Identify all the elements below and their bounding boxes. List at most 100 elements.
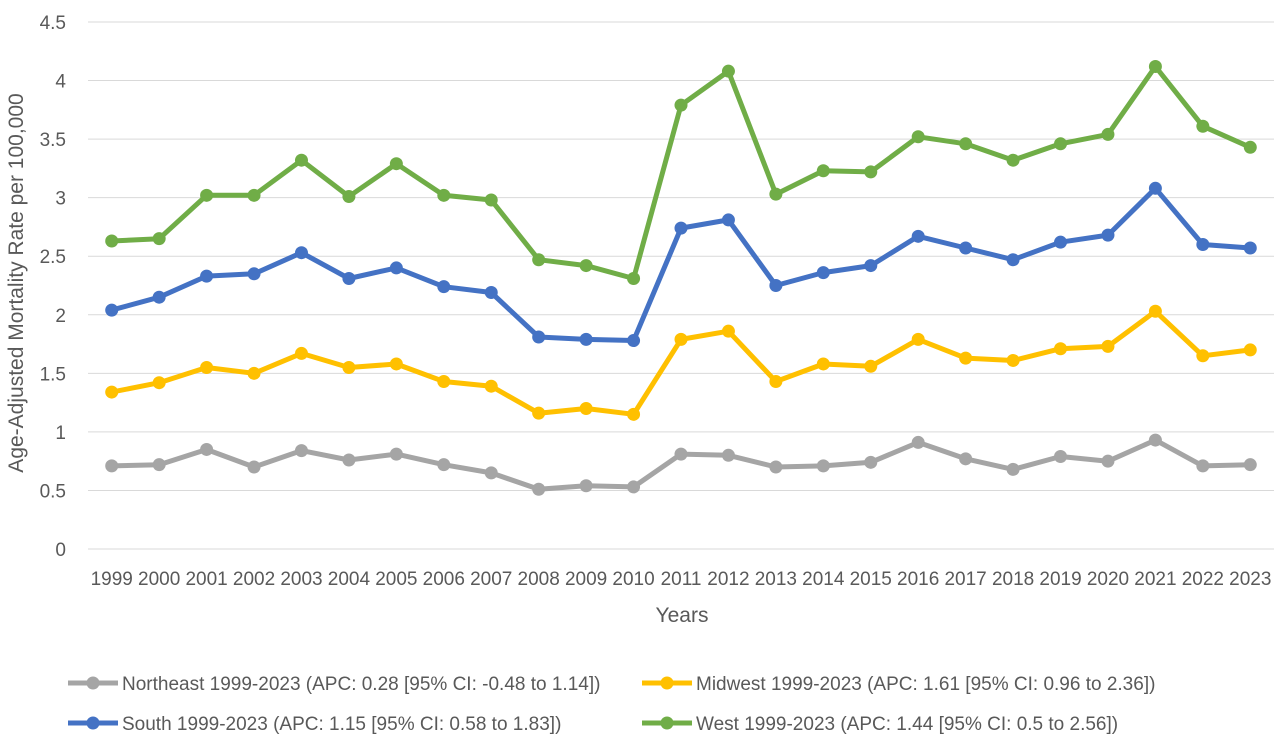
data-point [674,221,688,235]
data-point [484,466,498,480]
data-point [437,280,451,294]
data-point [579,259,593,273]
data-point [247,267,261,281]
data-point [105,385,119,399]
y-tick-label: 1.5 [40,364,66,385]
data-point [1196,238,1210,252]
y-tick-label: 0 [55,540,66,561]
x-tick-label: 2020 [1087,569,1129,590]
data-point [1196,119,1210,133]
y-tick-label: 3 [55,189,66,210]
y-tick-label: 3.5 [40,130,66,151]
data-point [342,189,356,203]
x-axis-tick-labels: 1999 2000 2001 2002 2003 2004 2005 2006 2007 2008… [91,569,1272,590]
data-point [389,447,403,461]
data-point [437,458,451,472]
legend-marker [86,716,100,730]
legend-label: South 1999-2023 (APC: 1.15 [95% CI: 0.58… [122,714,561,735]
data-point [200,360,214,374]
data-point [1148,181,1162,195]
data-point [769,279,783,292]
legend-label: Midwest 1999-2023 (APC: 1.61 [95% CI: 0.… [696,674,1155,695]
data-point [1148,433,1162,447]
data-point [816,357,830,371]
data-point [864,259,878,273]
data-point [769,187,783,201]
legend-item: Northeast 1999-2023 (APC: 0.28 [95% CI: … [68,674,600,695]
legend-label: West 1999-2023 (APC: 1.44 [95% CI: 0.5 t… [696,714,1118,735]
series-1 [105,304,1257,421]
data-point [769,375,783,389]
data-point [1196,459,1210,473]
y-tick-label: 4.5 [40,13,66,34]
series-lines [105,60,1257,496]
data-point [1101,228,1115,242]
y-tick-label: 4 [55,72,66,93]
data-point [579,401,593,415]
data-point [959,241,973,255]
data-point [627,480,641,494]
data-point [389,157,403,171]
data-point [721,448,735,462]
data-point [152,376,166,390]
legend-item: South 1999-2023 (APC: 1.15 [95% CI: 0.58… [68,714,561,735]
data-point [769,460,783,474]
y-tick-label: 2 [55,306,66,327]
x-tick-label: 2022 [1182,569,1224,590]
data-point [1006,153,1020,167]
x-tick-label: 2017 [944,569,986,590]
data-point [627,334,641,348]
data-point [342,360,356,374]
data-point [200,442,214,456]
data-point [1006,353,1020,367]
gridlines [88,21,1274,550]
data-point [342,453,356,467]
data-point [200,269,214,283]
data-point [816,164,830,178]
data-point [627,271,641,285]
x-axis-title: Years [656,604,709,627]
data-point [437,375,451,389]
data-point [1148,60,1162,74]
data-point [1101,339,1115,353]
data-point [579,479,593,493]
data-point [1054,449,1068,463]
data-point [959,137,973,151]
x-tick-label: 2011 [661,569,702,590]
legend-item: Midwest 1999-2023 (APC: 1.61 [95% CI: 0.… [642,674,1155,695]
x-tick-label: 2018 [992,569,1034,590]
data-point [532,482,546,496]
x-tick-label: 2001 [185,569,227,590]
y-tick-label: 1 [55,423,66,444]
x-tick-label: 2021 [1134,569,1176,590]
data-point [389,261,403,275]
data-point [959,452,973,466]
data-point [200,188,214,202]
data-point [152,290,166,304]
series-3 [105,60,1257,285]
x-tick-label: 2012 [707,569,749,590]
x-tick-label: 2013 [755,569,797,590]
x-tick-label: 2000 [138,569,180,590]
data-point [864,359,878,373]
data-point [484,286,498,300]
x-tick-label: 2005 [375,569,417,590]
legend: Northeast 1999-2023 (APC: 0.28 [95% CI: … [68,674,1155,735]
data-point [959,351,973,365]
x-tick-label: 2014 [802,569,845,590]
data-point [911,435,925,449]
y-tick-label: 2.5 [40,247,66,268]
data-point [294,153,308,167]
series-line [109,308,1253,417]
legend-marker [86,676,100,690]
legend-label: Northeast 1999-2023 (APC: 0.28 [95% CI: … [122,674,600,695]
data-point [1148,304,1162,318]
data-point [1054,137,1068,151]
series-line [109,185,1253,343]
x-tick-label: 2007 [470,569,512,590]
data-point [1054,342,1068,356]
y-axis-title: Age-Adjusted Mortality Rate per 100,000 [5,93,28,472]
x-tick-label: 2004 [328,569,371,590]
